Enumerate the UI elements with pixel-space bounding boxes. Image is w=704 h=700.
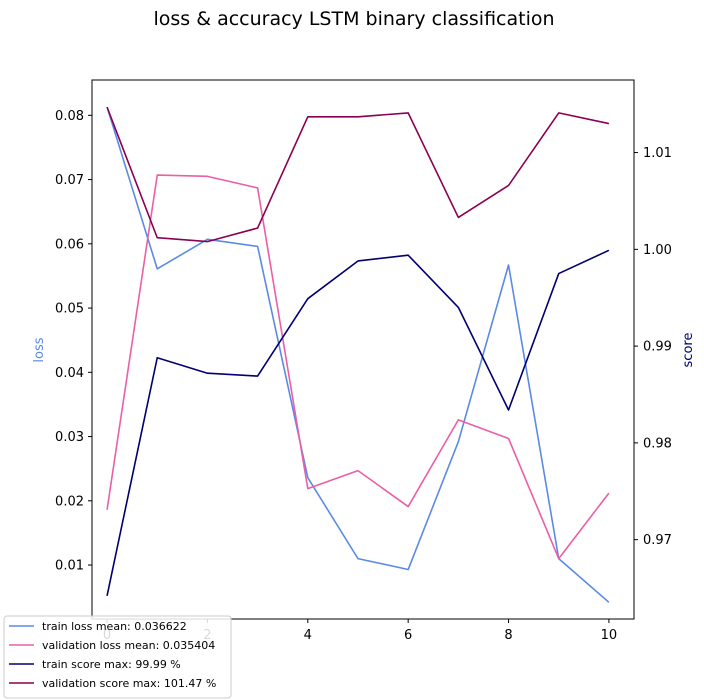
series-line-1 [106,174,610,560]
left-y-axis: 0.01 0.02 0.03 0.04 0.05 0.06 0.07 0.08 [55,109,92,574]
x-tick-label: 10 [601,628,618,643]
chart-title: loss & accuracy LSTM binary classificati… [153,8,554,30]
right-tick-label: 1.01 [643,146,672,161]
left-tick-label: 0.06 [55,237,84,252]
x-tick-label: 6 [404,628,412,643]
series-line-3 [106,106,610,243]
right-tick-label: 1.00 [643,243,672,258]
x-tick-label: 8 [504,628,512,643]
right-tick-label: 0.97 [643,533,672,548]
series-line-2 [106,249,610,596]
left-tick-label: 0.07 [55,173,84,188]
legend: train loss mean: 0.036622 validation loss… [3,615,232,699]
series-line-0 [106,106,610,603]
right-tick-label: 0.99 [643,340,672,355]
series-lines [106,106,610,603]
right-axis-label: score [681,333,696,368]
legend-box [3,615,232,699]
left-axis-label: loss [32,337,47,362]
left-tick-label: 0.08 [55,109,84,124]
legend-entry: train loss mean: 0.036622 [42,620,187,633]
legend-entry: validation loss mean: 0.035404 [42,639,215,652]
left-tick-label: 0.01 [55,559,84,574]
left-tick-label: 0.04 [55,366,84,381]
left-tick-label: 0.02 [55,494,84,509]
right-tick-label: 0.98 [643,436,672,451]
x-tick-label: 4 [304,628,312,643]
plot-area [91,79,635,620]
legend-entry: train score max: 99.99 % [42,658,181,671]
left-tick-label: 0.05 [55,302,84,317]
legend-entry: validation score max: 101.47 % [42,677,216,690]
right-y-axis: 0.97 0.98 0.99 1.00 1.01 [634,146,672,548]
left-tick-label: 0.03 [55,430,84,445]
